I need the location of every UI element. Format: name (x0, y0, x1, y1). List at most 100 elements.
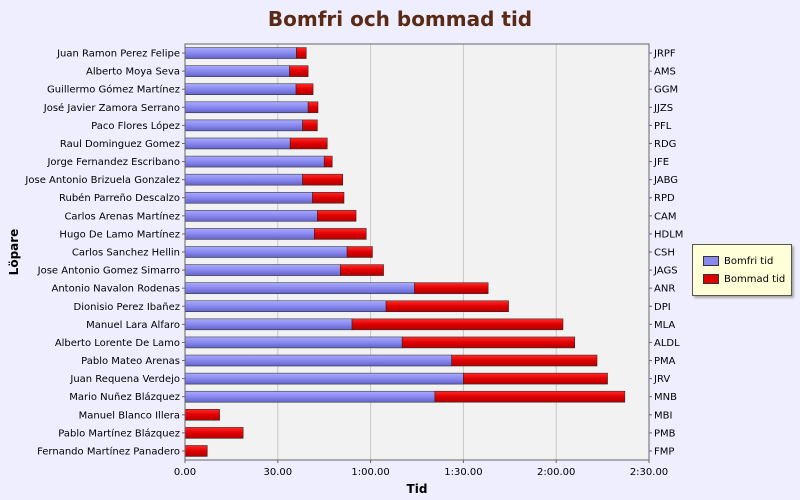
bar-bomfri (184, 65, 290, 77)
y-tick-label: Antonio Navalon Rodenas (52, 284, 181, 295)
bar-bomfri (184, 119, 303, 132)
y2-tick-label: ANR (654, 284, 675, 295)
bar-bommad (296, 47, 307, 59)
y2-tick-label: JJZS (653, 103, 673, 114)
bar-bomfri (184, 318, 353, 331)
legend-swatch-bomfri (703, 256, 719, 266)
bar-bommad (302, 119, 318, 132)
y-tick-label: Carlos Sanchez Hellin (72, 248, 180, 259)
bar-bomfri (184, 390, 436, 403)
y2-tick-label: HDLM (654, 229, 683, 240)
legend-item-bomfri: Bomfri tid (703, 254, 773, 268)
y2-tick-label: PMA (654, 356, 676, 367)
y-tick-label: Jose Antonio Brizuela Gonzalez (24, 175, 180, 186)
y2-tick-label: MNB (654, 392, 677, 403)
legend-label-bommad: Bommad tid (724, 273, 786, 285)
y2-tick-label: CSH (654, 248, 675, 259)
bar-bomfri (184, 191, 313, 204)
x-tick-label: 0.00 (174, 467, 196, 478)
y-tick-label: Juan Requena Verdejo (69, 374, 180, 385)
bar-bommad (340, 264, 384, 276)
y-tick-label: Pablo Martínez Blázquez (58, 427, 180, 439)
legend-item-bommad: Bommad tid (703, 272, 785, 286)
y2-tick-label: MLA (654, 320, 675, 331)
bar-bomfri (184, 83, 297, 95)
bar-bommad (184, 427, 244, 439)
y-tick-label: José Javier Zamora Serrano (43, 102, 180, 114)
x-tick-label: 2:00.00 (537, 467, 575, 478)
bar-bomfri (184, 372, 464, 385)
bar-bomfri (184, 101, 309, 114)
bar-bomfri (184, 282, 415, 294)
y-tick-label: Juan Ramon Perez Felipe (56, 49, 180, 60)
y2-tick-label: GGM (654, 85, 678, 96)
x-tick-label: 1:00.00 (351, 467, 389, 478)
y-tick-label: Hugo De Lamo Martínez (59, 228, 180, 240)
y2-tick-label: DPI (654, 302, 671, 313)
bar-bommad (314, 228, 367, 240)
y-tick-label: Paco Flores López (91, 120, 180, 132)
bar-bommad (312, 191, 345, 204)
bar-bomfri (184, 228, 315, 240)
bar-bommad (323, 155, 333, 168)
x-tick-label: 30.00 (263, 467, 292, 478)
y-tick-label: Mario Nuñez Blázquez (69, 391, 180, 403)
y-tick-label: Manuel Blanco Illera (79, 410, 180, 421)
y2-tick-label: JABG (653, 175, 678, 186)
bar-bomfri (184, 173, 303, 186)
bar-bomfri (184, 354, 452, 367)
bar-bommad (184, 409, 220, 421)
y-tick-label: Guillermo Gómez Martínez (47, 84, 180, 96)
y2-tick-label: RPD (654, 193, 675, 204)
y2-tick-label: ALDL (654, 338, 680, 349)
y-tick-label: Alberto Lorente De Lamo (55, 338, 180, 349)
y-tick-label: Carlos Arenas Martínez (64, 210, 180, 222)
legend-label-bomfri: Bomfri tid (724, 255, 774, 267)
legend: Bomfri tid Bommad tid (692, 244, 792, 296)
y2-tick-label: RDG (654, 139, 676, 150)
y-tick-label: Jose Antonio Gomez Simarro (37, 266, 180, 277)
bar-bommad (184, 445, 208, 457)
bar-bommad (307, 101, 319, 114)
bar-bomfri (184, 336, 403, 349)
y-tick-label: Dionisio Perez Ibañez (74, 302, 180, 313)
y-axis-label: Löpare (7, 229, 21, 276)
y-tick-label: Alberto Moya Seva (86, 67, 180, 78)
x-axis-label: Tid (407, 482, 428, 496)
bar-bomfri (184, 47, 297, 59)
bar-bommad (434, 390, 626, 403)
bar-bomfri (184, 300, 387, 313)
bar-bomfri (184, 155, 325, 168)
y-tick-label: Pablo Mateo Arenas (81, 356, 180, 367)
chart-title: Bomfri och bommad tid (267, 7, 533, 31)
y-tick-label: Jorge Fernandez Escribano (46, 157, 180, 168)
bar-bommad (463, 372, 608, 385)
y-tick-label: Raul Dominguez Gomez (60, 139, 180, 150)
y2-tick-label: AMS (654, 67, 676, 78)
bar-bomfri (184, 210, 318, 222)
y2-tick-label: MBI (654, 410, 672, 421)
bar-bommad (289, 137, 328, 150)
x-tick-label: 1:30.00 (444, 467, 482, 478)
bar-bommad (451, 354, 598, 367)
y2-tick-label: JRPF (653, 49, 676, 60)
y2-tick-label: CAM (654, 211, 676, 222)
bar-bommad (346, 246, 373, 258)
bar-bommad (295, 83, 314, 95)
y-tick-label: Fernando Martínez Panadero (37, 445, 180, 457)
y-tick-label: Manuel Lara Alfaro (86, 320, 180, 331)
y-tick-label: Rubén Parreño Descalzo (59, 192, 180, 204)
y2-tick-label: JRV (653, 374, 670, 385)
bar-bommad (414, 282, 489, 294)
y2-tick-label: JFE (653, 157, 669, 168)
legend-swatch-bommad (703, 274, 719, 284)
x-tick-label: 2:30.00 (630, 467, 668, 478)
y2-tick-label: JAGS (653, 266, 678, 277)
bar-bomfri (184, 246, 348, 258)
y2-tick-label: PFL (654, 121, 672, 132)
bar-bommad (401, 336, 576, 349)
bar-bommad (289, 65, 309, 77)
bar-bommad (317, 210, 357, 222)
